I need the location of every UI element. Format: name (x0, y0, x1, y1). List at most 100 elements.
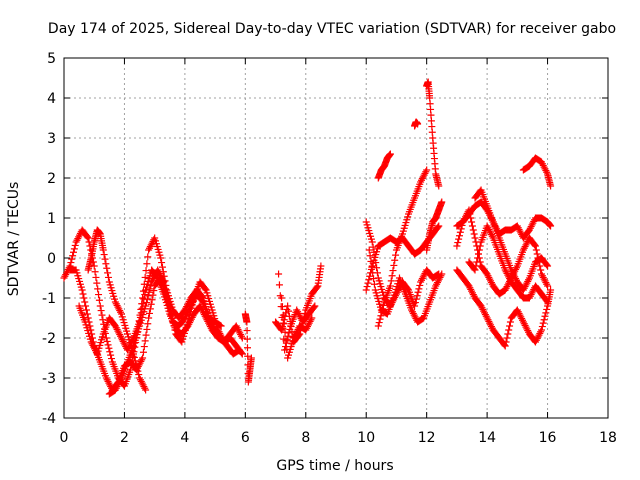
data-point (543, 305, 551, 313)
data-point (118, 336, 126, 344)
data-point (486, 275, 494, 283)
data-point (199, 307, 207, 315)
data-point (238, 350, 246, 358)
data-point (167, 306, 175, 314)
data-point (468, 218, 476, 226)
data-point (487, 277, 495, 285)
data-point (135, 371, 143, 379)
data-point (72, 238, 80, 246)
data-point (131, 357, 139, 365)
data-point (370, 280, 378, 288)
data-point (435, 182, 443, 190)
y-tick-label: -2 (42, 331, 56, 347)
data-point (504, 330, 512, 338)
data-point (419, 173, 427, 181)
data-point (487, 231, 495, 239)
data-point (473, 258, 481, 266)
data-point (278, 303, 286, 311)
data-point (304, 323, 312, 331)
x-tick-label: 0 (60, 430, 69, 446)
data-point (143, 325, 151, 333)
data-point (486, 227, 494, 235)
data-point (418, 275, 426, 283)
data-point (243, 344, 251, 352)
data-point (201, 285, 209, 293)
data-point (519, 316, 527, 324)
data-point (541, 277, 549, 285)
data-point (205, 319, 213, 327)
data-point (390, 261, 398, 269)
data-point (412, 295, 420, 303)
data-point (484, 316, 492, 324)
data-point (106, 348, 114, 356)
data-point (461, 215, 469, 223)
x-tick-label: 16 (539, 430, 557, 446)
data-point (504, 271, 512, 279)
data-point (487, 229, 495, 237)
data-point (512, 264, 520, 272)
data-point (417, 278, 425, 286)
data-point (116, 377, 124, 385)
data-point (482, 312, 490, 320)
data-point (538, 158, 546, 166)
data-point (516, 311, 524, 319)
x-axis: 0 2 4 6 8 10 12 14 16 18 (60, 58, 617, 446)
data-point (535, 331, 543, 339)
data-point (73, 236, 81, 244)
data-point (432, 282, 440, 290)
data-point (90, 343, 98, 351)
data-point (435, 275, 443, 283)
data-point (519, 286, 527, 294)
data-point (139, 348, 147, 356)
data-point (78, 286, 86, 294)
data-point (369, 269, 377, 277)
data-point (237, 349, 245, 357)
data-point (547, 222, 555, 230)
data-point (237, 331, 245, 339)
data-point (91, 268, 99, 276)
data-point (520, 244, 528, 252)
data-point (417, 178, 425, 186)
data-point (505, 273, 513, 281)
data-point (126, 366, 134, 374)
data-point (375, 319, 383, 327)
data-point (469, 291, 477, 299)
data-point (524, 327, 532, 335)
data-point (386, 150, 394, 158)
data-point (204, 317, 212, 325)
data-point (386, 282, 394, 290)
data-point (510, 271, 518, 279)
data-point (145, 246, 153, 254)
data-point (313, 283, 321, 291)
data-point (419, 273, 427, 281)
data-point (62, 271, 70, 279)
data-point (201, 312, 209, 320)
data-point (142, 302, 150, 310)
data-point (523, 325, 531, 333)
data-point (142, 299, 150, 307)
data-point (544, 298, 552, 306)
data-point (111, 386, 119, 394)
data-point (467, 214, 475, 222)
y-axis-label: SDTVAR / TECUs (6, 182, 22, 297)
data-point (202, 314, 210, 322)
data-point (538, 272, 546, 280)
data-point (411, 313, 419, 321)
data-point (317, 262, 325, 270)
data-point (462, 211, 470, 219)
data-point (84, 234, 92, 242)
data-point (543, 280, 551, 288)
data-point (155, 269, 163, 277)
data-point (540, 163, 548, 171)
data-point (423, 166, 431, 174)
data-point (136, 374, 144, 382)
data-point (368, 263, 376, 271)
data-point (470, 230, 478, 238)
data-point (478, 304, 486, 312)
data-point (368, 238, 376, 246)
data-point (187, 304, 195, 312)
data-point (539, 161, 547, 169)
data-point (103, 337, 111, 345)
data-point (114, 381, 122, 389)
data-point (133, 364, 141, 372)
